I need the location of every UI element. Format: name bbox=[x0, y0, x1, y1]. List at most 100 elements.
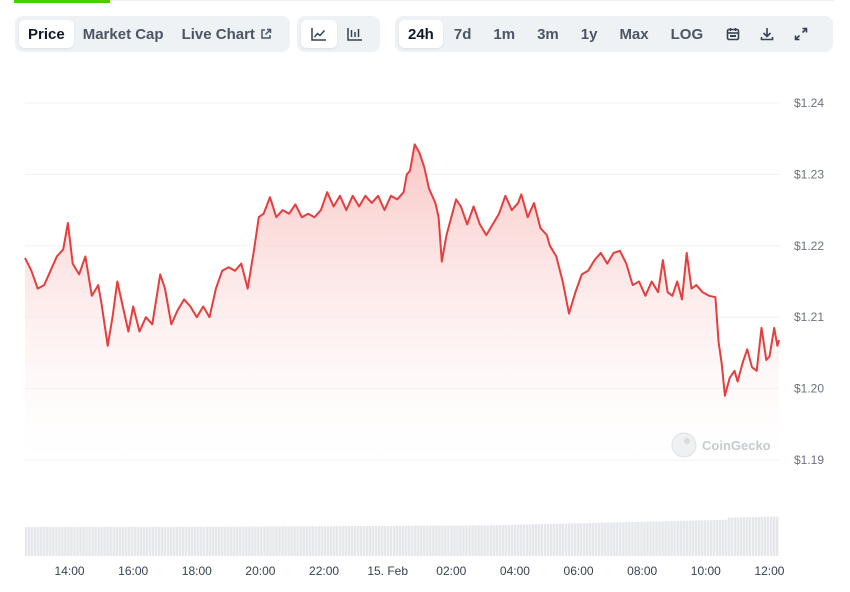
volume-bar bbox=[166, 527, 170, 556]
volume-bar bbox=[58, 527, 61, 556]
volume-bar bbox=[637, 521, 640, 556]
volume-bar bbox=[462, 525, 465, 556]
volume-bar bbox=[70, 527, 73, 556]
volume-bar bbox=[299, 526, 302, 556]
volume-bar bbox=[534, 524, 538, 556]
x-tick-label: 02:00 bbox=[436, 564, 466, 578]
volume-bar bbox=[169, 527, 173, 556]
volume-bar bbox=[658, 521, 661, 556]
volume-bar bbox=[323, 526, 327, 556]
volume-bar bbox=[79, 527, 82, 556]
volume-bar bbox=[432, 525, 435, 556]
volume-bar bbox=[444, 525, 447, 556]
price-line[interactable] bbox=[24, 143, 780, 397]
range-3m-button[interactable]: 3m bbox=[537, 25, 559, 43]
volume-bar bbox=[598, 522, 601, 556]
volume-bar bbox=[718, 519, 722, 556]
range-1m-button[interactable]: 1m bbox=[493, 25, 516, 43]
candlestick-icon bbox=[347, 28, 362, 41]
line-chart-icon bbox=[311, 28, 326, 41]
volume-bar bbox=[224, 526, 227, 556]
volume-bar bbox=[266, 526, 269, 556]
volume-bar bbox=[389, 525, 393, 556]
volume-bar bbox=[429, 525, 432, 556]
y-axis-labels: $1.24 $1.23 $1.22 $1.21 $1.20 $1.19 bbox=[794, 96, 824, 467]
volume-bar bbox=[616, 522, 619, 556]
tab-live-chart[interactable]: Live Chart bbox=[173, 20, 281, 48]
volume-bar bbox=[631, 522, 634, 556]
volume-bar bbox=[507, 525, 511, 556]
volume-bar bbox=[763, 516, 767, 556]
range-7d-button[interactable]: 7d bbox=[453, 25, 472, 43]
volume-bar bbox=[145, 527, 149, 556]
volume-bar bbox=[751, 517, 755, 556]
volume-bar bbox=[456, 525, 459, 556]
volume-bar bbox=[450, 525, 453, 556]
range-1y-button[interactable]: 1y bbox=[580, 25, 598, 43]
x-tick-label: 04:00 bbox=[500, 564, 530, 578]
volume-bar bbox=[483, 525, 486, 556]
calendar-button[interactable] bbox=[716, 20, 750, 48]
volume-bar bbox=[498, 525, 501, 556]
volume-bar bbox=[151, 527, 155, 556]
volume-bar bbox=[82, 527, 85, 556]
volume-bar bbox=[184, 527, 188, 556]
volume-bar bbox=[712, 520, 716, 556]
volume-bar bbox=[592, 522, 595, 556]
volume-bar bbox=[504, 525, 507, 556]
volume-bar bbox=[221, 526, 224, 556]
volume-bar bbox=[136, 527, 140, 556]
volume-bar bbox=[347, 526, 351, 556]
x-tick-label: 22:00 bbox=[309, 564, 339, 578]
volume-bar bbox=[706, 520, 710, 556]
volume-bar bbox=[522, 524, 526, 556]
gecko-eye-icon bbox=[684, 438, 690, 444]
volume-bar bbox=[589, 523, 592, 556]
volume-bar bbox=[163, 527, 167, 556]
log-scale-button[interactable]: LOG bbox=[670, 25, 704, 43]
volume-bar bbox=[236, 526, 239, 556]
data-type-tabs: Price Market Cap Live Chart bbox=[15, 16, 290, 52]
volume-bar bbox=[561, 523, 565, 556]
volume-bar bbox=[399, 525, 402, 556]
candlestick-chart-button[interactable] bbox=[337, 20, 373, 48]
volume-bar bbox=[133, 527, 137, 556]
volume-bar bbox=[187, 526, 191, 556]
volume-bar bbox=[679, 520, 682, 556]
volume-bar bbox=[118, 527, 121, 556]
tab-market-cap[interactable]: Market Cap bbox=[82, 25, 164, 43]
volume-bar bbox=[293, 526, 296, 556]
volume-bar bbox=[160, 527, 164, 556]
range-max-button[interactable]: Max bbox=[619, 25, 649, 43]
volume-bar bbox=[320, 526, 324, 556]
x-tick-label: 16:00 bbox=[118, 564, 148, 578]
volume-bar bbox=[269, 526, 272, 556]
volume-bar bbox=[670, 521, 673, 556]
volume-bar bbox=[365, 526, 369, 556]
volume-bar bbox=[773, 516, 776, 556]
range-24h-button[interactable]: 24h bbox=[399, 20, 443, 48]
volume-bar bbox=[46, 527, 49, 556]
volume-bar bbox=[715, 520, 719, 556]
volume-bar bbox=[97, 527, 100, 556]
volume-bar bbox=[417, 525, 420, 556]
fullscreen-button[interactable] bbox=[784, 20, 818, 48]
x-tick-label: 15. Feb bbox=[367, 564, 408, 578]
volume-bar bbox=[691, 520, 694, 556]
volume-bars bbox=[25, 516, 779, 556]
volume-bar bbox=[420, 525, 423, 556]
download-button[interactable] bbox=[750, 20, 784, 48]
tab-price[interactable]: Price bbox=[19, 20, 74, 48]
volume-bar bbox=[245, 526, 248, 556]
volume-bar bbox=[377, 525, 381, 556]
volume-bar bbox=[709, 520, 713, 556]
volume-bar bbox=[61, 527, 64, 556]
volume-bar bbox=[43, 527, 46, 556]
volume-bar bbox=[519, 524, 523, 556]
line-chart-button[interactable] bbox=[301, 20, 337, 48]
volume-bar bbox=[380, 525, 384, 556]
volume-bar bbox=[230, 526, 233, 556]
volume-bar bbox=[402, 525, 405, 556]
volume-bar bbox=[655, 521, 658, 556]
